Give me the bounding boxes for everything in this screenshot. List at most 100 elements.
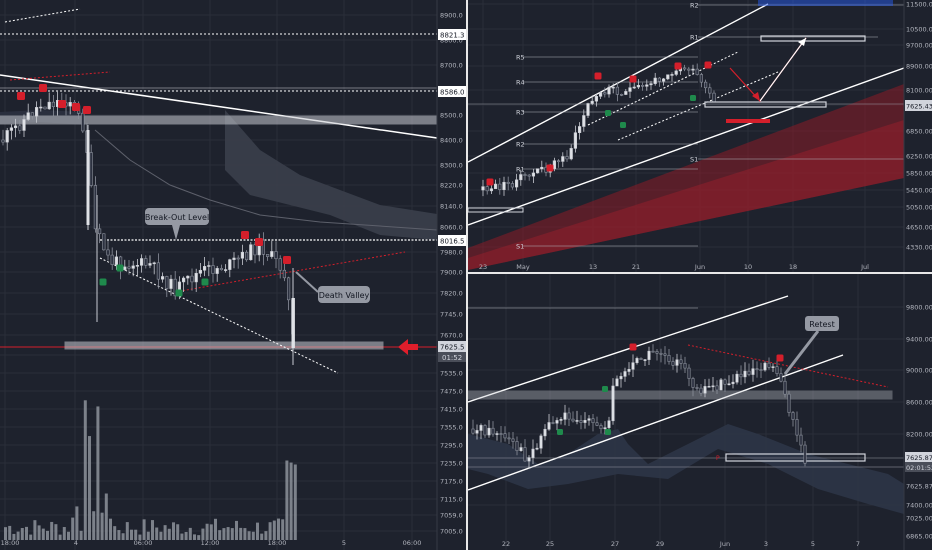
candle-body [586, 103, 590, 116]
x-tick-label: Jul [860, 263, 869, 271]
candle-body [498, 183, 502, 190]
x-tick-label: 21 [632, 263, 640, 271]
candle-body [194, 272, 198, 283]
candle-body [767, 362, 771, 368]
svg-text:8821.3: 8821.3 [440, 32, 465, 40]
upper-dotted-trendline [4, 8, 81, 23]
candle-body [703, 386, 707, 394]
sell-signal-marker [704, 61, 712, 69]
candle-body [691, 68, 695, 71]
candle-body [483, 425, 487, 436]
red-channel-inner [468, 120, 904, 270]
volume-bar [226, 527, 230, 540]
sell-signal-marker [776, 354, 784, 362]
sell-signal-marker [674, 62, 682, 70]
candle-body [173, 278, 177, 297]
candle-body [569, 148, 573, 160]
sell-signal-marker [58, 100, 66, 108]
buy-signal-marker [605, 429, 611, 435]
top-right-chart[interactable]: R2 R1 R5 R4 R3 R2 R1 S1 S1 11500.00 10500.00 9700.… [468, 0, 932, 272]
candle-body [611, 385, 615, 422]
volume-bar [251, 531, 255, 540]
candle-body [615, 86, 620, 95]
candle-body [565, 156, 569, 160]
candle-body [503, 433, 507, 439]
breakout-level-callout[interactable]: Break-Out Level [145, 208, 209, 240]
volume-bar [29, 534, 33, 540]
volume-bar [92, 511, 96, 540]
svg-text:8586.0: 8586.0 [440, 89, 465, 97]
death-valley-callout[interactable]: Death Valley [295, 271, 370, 303]
upper-channel-line [468, 295, 789, 403]
volume-bar [159, 531, 163, 540]
panel-separator-vertical[interactable] [466, 0, 468, 550]
candle-body [245, 251, 249, 261]
sell-signal-marker [72, 103, 80, 111]
left-chart[interactable]: Break-Out Level Death Valley 8900.0 8800.… [0, 0, 466, 550]
volume-bar [151, 520, 154, 540]
volume-bar [54, 524, 58, 540]
candle-body [655, 351, 659, 354]
candle-body [203, 266, 207, 271]
top-right-price-axis[interactable] [904, 0, 932, 272]
candle-body [627, 368, 631, 372]
red-dotted-trendline [174, 251, 406, 293]
resistance-zone [0, 115, 438, 125]
sell-signal-marker [39, 84, 47, 92]
candle-body [511, 438, 515, 442]
y-tick-label: 6865.00 [906, 533, 932, 541]
y-tick-label: 7900.0 [440, 269, 463, 277]
candle-body [751, 368, 755, 375]
svg-text:7625.5: 7625.5 [440, 344, 465, 352]
candle-body [499, 433, 503, 435]
candle-body [475, 430, 479, 434]
candle-body [771, 366, 775, 368]
candle-body [649, 83, 653, 86]
x-tick-label: 06:00 [403, 539, 422, 547]
y-tick-label: 6250.00 [906, 153, 932, 161]
candle-body [645, 84, 649, 87]
candle-body [611, 86, 615, 89]
price-tag-8586: 8586.0 [438, 86, 466, 97]
candle-body [506, 181, 510, 184]
x-tick-label: Jun [694, 263, 705, 271]
y-tick-label: 9000.00 [906, 367, 932, 375]
candle-body [659, 352, 663, 355]
x-tick-label: 06:00 [134, 539, 153, 547]
candle-body [211, 265, 215, 274]
svg-text:01:52: 01:52 [442, 354, 462, 362]
y-tick-label: 7670.0 [440, 332, 463, 340]
y-tick-label: 8100.00 [906, 87, 932, 95]
buy-signal-marker [690, 95, 696, 101]
candle-body [624, 91, 628, 95]
left-signal-markers [17, 84, 291, 297]
bottom-right-chart[interactable]: Retest P 9800.00 9400.00 9000.00 8600.00 820… [468, 274, 932, 550]
buy-signal-marker [602, 386, 608, 392]
candle-body [563, 412, 567, 420]
y-tick-label: 6850.00 [906, 128, 932, 136]
top-right-red-box [726, 119, 770, 123]
volume-bar [130, 529, 133, 540]
candle-body [491, 427, 495, 435]
panel-separator-horizontal[interactable] [468, 272, 932, 274]
candle-body [651, 350, 655, 353]
bottom-right-price-axis[interactable] [904, 274, 932, 550]
candle-body [34, 107, 39, 117]
candle-body [747, 370, 751, 375]
y-tick-label: 7059.0 [440, 512, 463, 520]
candle-body [666, 74, 670, 80]
sell-signal-marker [83, 106, 91, 114]
candle-body [144, 258, 148, 266]
y-tick-label: 8600.00 [906, 399, 932, 407]
volume-bar [180, 533, 184, 540]
retest-callout[interactable]: Retest [783, 316, 839, 375]
y-tick-label: 8500.0 [440, 112, 463, 120]
candle-body [603, 427, 607, 430]
candle-body [631, 362, 635, 370]
candle-body [695, 387, 699, 389]
candle-body [715, 385, 719, 391]
volume-bar [256, 522, 259, 540]
y-tick-label: 7980.0 [440, 249, 463, 257]
y-tick-label: 7820.0 [440, 290, 463, 298]
candle-body [536, 168, 540, 174]
